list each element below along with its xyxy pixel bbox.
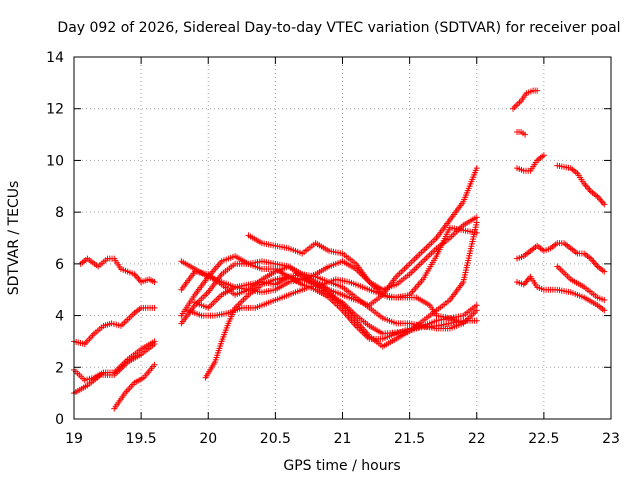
data-point xyxy=(473,302,480,309)
y-tick-label: 10 xyxy=(46,153,64,169)
x-tick-label: 19 xyxy=(65,431,83,447)
data-point xyxy=(601,307,608,314)
y-tick-label: 0 xyxy=(55,412,64,428)
data-point xyxy=(601,297,608,304)
series-s2 xyxy=(77,255,158,285)
data-point xyxy=(540,152,547,159)
data-point xyxy=(473,317,480,324)
series-s15 xyxy=(514,128,529,138)
series-s1 xyxy=(71,304,158,348)
data-point xyxy=(473,307,480,314)
data-point xyxy=(601,268,608,275)
series-s16 xyxy=(514,152,547,174)
series-s12 xyxy=(202,271,480,381)
chart-title: Day 092 of 2026, Sidereal Day-to-day VTE… xyxy=(57,20,620,36)
x-tick-label: 22.5 xyxy=(528,431,559,447)
x-tick-label: 21 xyxy=(334,431,352,447)
series-s4 xyxy=(71,338,158,384)
y-tick-label: 14 xyxy=(46,50,64,66)
y-axis-label: SDTVAR / TECUs xyxy=(6,181,22,296)
series-s14 xyxy=(509,87,541,112)
x-tick-labels: 19 19.5 20 20.5 21 21.5 22 22.5 23 xyxy=(65,431,620,447)
y-tick-labels: 0 2 4 6 8 10 12 14 xyxy=(46,50,64,428)
series-s20 xyxy=(554,263,608,304)
series-s13 xyxy=(245,224,480,301)
series-s18 xyxy=(514,240,608,275)
y-tick-label: 4 xyxy=(55,309,64,325)
data-point xyxy=(473,214,480,221)
data-point xyxy=(522,131,529,138)
data-point xyxy=(151,278,158,285)
x-axis-label: GPS time / hours xyxy=(283,458,400,474)
y-tick-label: 2 xyxy=(55,360,64,376)
data-point xyxy=(151,304,158,311)
data-point xyxy=(534,87,541,94)
series-s19 xyxy=(514,273,608,314)
y-tick-label: 12 xyxy=(46,102,64,118)
x-tick-label: 23 xyxy=(602,431,620,447)
x-tick-label: 21.5 xyxy=(394,431,425,447)
series-s17 xyxy=(554,162,608,208)
y-tick-label: 6 xyxy=(55,257,64,273)
x-tick-label: 19.5 xyxy=(126,431,157,447)
series-s5 xyxy=(111,361,158,412)
data-point xyxy=(601,201,608,208)
data-point xyxy=(151,361,158,368)
data-point xyxy=(473,229,480,236)
data-point xyxy=(473,165,480,172)
data-point xyxy=(151,338,158,345)
data-point xyxy=(473,219,480,226)
x-tick-label: 22 xyxy=(468,431,486,447)
series-s11 xyxy=(191,219,480,350)
x-tick-label: 20.5 xyxy=(260,431,291,447)
x-tick-label: 20 xyxy=(199,431,217,447)
y-tick-label: 8 xyxy=(55,205,64,221)
axis-ticks xyxy=(73,56,612,420)
